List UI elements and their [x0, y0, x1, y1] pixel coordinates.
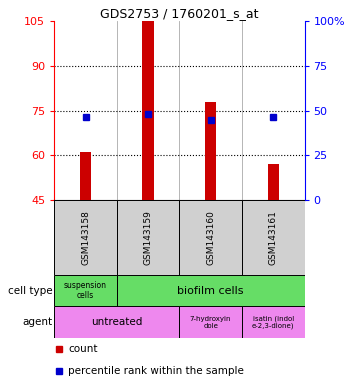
Text: GSM143161: GSM143161: [269, 210, 278, 265]
Bar: [242, 200, 304, 275]
Bar: [54, 275, 117, 306]
Bar: [54, 306, 179, 338]
Text: cell type: cell type: [8, 286, 52, 296]
Text: percentile rank within the sample: percentile rank within the sample: [68, 366, 244, 376]
Text: GSM143159: GSM143159: [144, 210, 153, 265]
Title: GDS2753 / 1760201_s_at: GDS2753 / 1760201_s_at: [100, 7, 259, 20]
Bar: [54, 200, 117, 275]
Text: suspension
cells: suspension cells: [64, 281, 107, 300]
Bar: [242, 306, 304, 338]
Text: agent: agent: [22, 317, 52, 327]
Text: isatin (indol
e-2,3-dione): isatin (indol e-2,3-dione): [252, 315, 294, 329]
Text: untreated: untreated: [91, 317, 142, 327]
Bar: [268, 164, 279, 200]
Text: biofilm cells: biofilm cells: [177, 286, 244, 296]
Bar: [205, 102, 216, 200]
Bar: [142, 21, 154, 200]
Bar: [80, 152, 91, 200]
Text: count: count: [68, 344, 98, 354]
Bar: [179, 200, 242, 275]
Text: GSM143160: GSM143160: [206, 210, 215, 265]
Bar: [117, 275, 304, 306]
Text: GSM143158: GSM143158: [81, 210, 90, 265]
Text: 7-hydroxyin
dole: 7-hydroxyin dole: [190, 316, 231, 329]
Bar: [117, 200, 179, 275]
Bar: [179, 306, 242, 338]
